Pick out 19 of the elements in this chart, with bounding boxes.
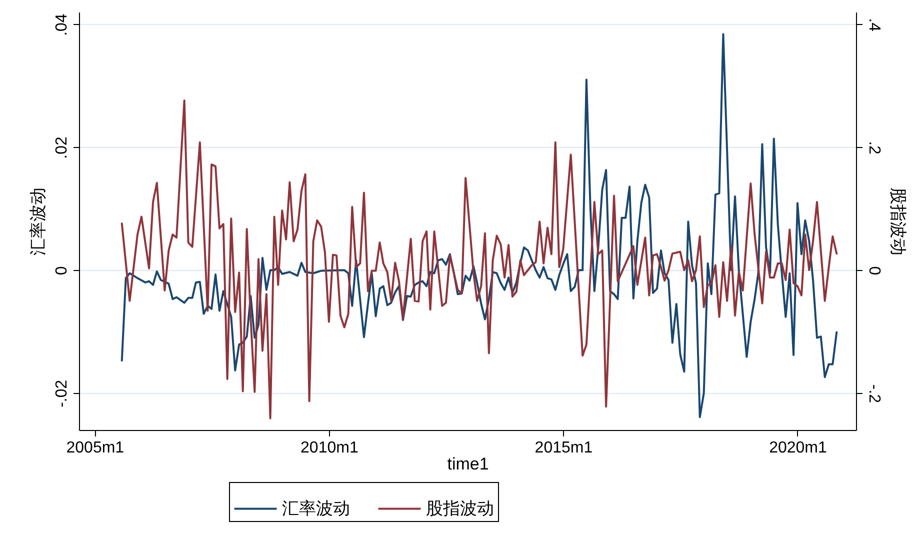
y-tick-label: .02 xyxy=(54,136,70,159)
line-series xyxy=(120,100,838,420)
x-tick-label: 2010m1 xyxy=(300,440,358,456)
x-tick-label: 2005m1 xyxy=(66,440,124,456)
y2-axis-title: 股指波动 xyxy=(888,188,908,256)
x-axis-title: time1 xyxy=(447,454,489,474)
y2-tick-label: 0 xyxy=(866,266,882,276)
x-tick-label: 2020m1 xyxy=(769,440,827,456)
y2-tick-label: -.2 xyxy=(866,384,882,404)
y-axis-title: 汇率波动 xyxy=(28,188,48,256)
y-tick-label: 0 xyxy=(54,266,70,276)
y-tick-label: -.02 xyxy=(54,380,70,408)
line-series xyxy=(120,33,838,418)
y2-tick-label: .4 xyxy=(866,18,882,32)
legend-label: 汇率波动 xyxy=(282,498,350,518)
x-tick-label: 2015m1 xyxy=(534,440,593,456)
y2-tick-label: .2 xyxy=(866,141,882,155)
y-tick-label: .04 xyxy=(54,14,70,36)
legend-label: 股指波动 xyxy=(426,498,494,518)
